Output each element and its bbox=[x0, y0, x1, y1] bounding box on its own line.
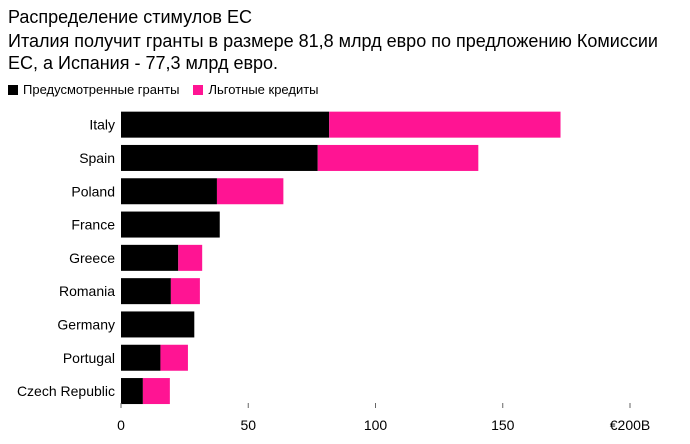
chart-title: Распределение стимулов ЕС bbox=[8, 7, 252, 27]
x-tick-label: €200B bbox=[610, 417, 650, 433]
legend-label-grants: Предусмотренные гранты bbox=[23, 82, 180, 97]
bar-spain-loans bbox=[317, 144, 479, 171]
category-label-poland: Poland bbox=[71, 183, 115, 199]
x-tick-label: 0 bbox=[117, 417, 125, 433]
bar-czech-republic-loans bbox=[142, 378, 170, 405]
x-tick-label: 50 bbox=[240, 417, 256, 433]
bar-romania-loans bbox=[170, 278, 200, 305]
bar-czech-republic-grants bbox=[121, 378, 143, 405]
category-label-italy: Italy bbox=[89, 117, 115, 133]
category-label-portugal: Portugal bbox=[63, 350, 115, 366]
category-label-germany: Germany bbox=[57, 316, 115, 332]
category-label-spain: Spain bbox=[79, 150, 115, 166]
bar-germany-grants bbox=[121, 311, 195, 338]
legend: Предусмотренные гранты Льготные кредиты bbox=[8, 82, 333, 97]
bar-greece-grants bbox=[121, 244, 179, 271]
legend-swatch-loans bbox=[193, 84, 204, 95]
bar-italy-grants bbox=[121, 111, 330, 138]
category-label-greece: Greece bbox=[69, 250, 115, 266]
legend-item-grants: Предусмотренные гранты bbox=[8, 82, 179, 97]
legend-label-loans: Льготные кредиты bbox=[208, 82, 319, 97]
bar-greece-loans bbox=[178, 244, 203, 271]
category-label-romania: Romania bbox=[59, 283, 115, 299]
bar-italy-loans bbox=[329, 111, 561, 138]
x-tick-label: 150 bbox=[491, 417, 515, 433]
chart-subtitle: Италия получит гранты в размере 81,8 млр… bbox=[8, 31, 658, 73]
bar-portugal-loans bbox=[160, 344, 188, 371]
legend-swatch-grants bbox=[8, 84, 18, 95]
bar-poland-grants bbox=[121, 178, 217, 205]
bar-poland-loans bbox=[216, 178, 284, 205]
bar-portugal-grants bbox=[121, 344, 161, 371]
category-label-france: France bbox=[71, 217, 115, 233]
legend-item-loans: Льготные кредиты bbox=[193, 82, 319, 97]
bar-romania-grants bbox=[121, 278, 171, 305]
x-tick-label: 100 bbox=[364, 417, 388, 433]
bar-france-grants bbox=[121, 211, 220, 238]
bar-spain-grants bbox=[121, 144, 318, 171]
category-label-czech-republic: Czech Republic bbox=[17, 383, 115, 399]
